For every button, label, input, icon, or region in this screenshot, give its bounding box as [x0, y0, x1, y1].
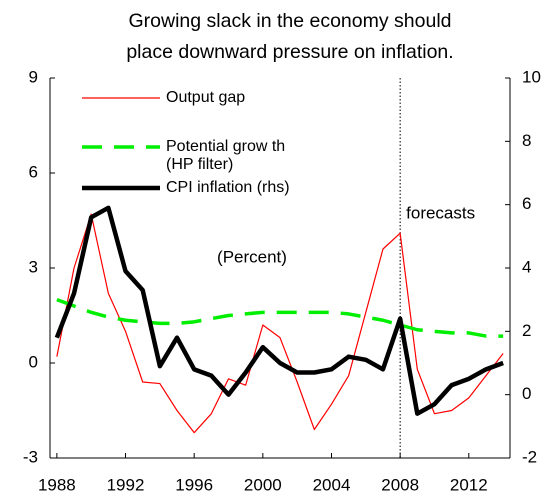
y2-tick-label: 4 [522, 257, 531, 276]
series-line [54, 205, 504, 416]
series-line [56, 298, 504, 338]
chart-title: Growing slack in the economy should place… [126, 10, 453, 63]
x-tick-label: 2000 [244, 475, 282, 494]
x-tick-label: 2008 [381, 475, 419, 494]
y-tick-label: -3 [23, 447, 38, 466]
y2-tick-label: 6 [522, 194, 531, 213]
y-tick-label: 9 [29, 67, 38, 86]
x-tick-label: 1992 [107, 475, 145, 494]
annotation: (Percent) [217, 247, 287, 266]
legend-label: CPI inflation (rhs) [166, 179, 290, 196]
y-tick-label: 0 [29, 352, 38, 371]
y-tick-label: 6 [29, 162, 38, 181]
x-tick-label: 1988 [38, 475, 76, 494]
series-line [56, 213, 504, 434]
x-tick-label: 2004 [313, 475, 351, 494]
x-tick-label: 1996 [175, 475, 213, 494]
y2-tick-label: 2 [522, 321, 531, 340]
annotation: forecasts [406, 203, 475, 222]
y2-tick-label: 10 [522, 67, 541, 86]
y2-tick-label: 8 [522, 131, 531, 150]
y2-tick-label: -2 [522, 447, 537, 466]
y-tick-label: 3 [29, 257, 38, 276]
legend-label: Output gap [166, 89, 246, 106]
legend-label: Potential grow th (HP filter) [166, 138, 286, 173]
y2-tick-label: 0 [522, 384, 531, 403]
x-tick-label: 2012 [450, 475, 488, 494]
